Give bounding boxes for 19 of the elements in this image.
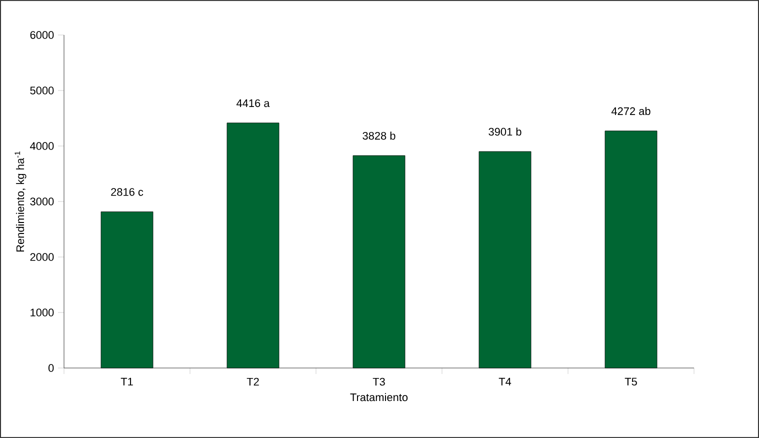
data-label: 4416 a xyxy=(236,99,270,108)
y-tick-label: 1000 xyxy=(30,308,54,316)
data-label: 3828 b xyxy=(362,132,396,140)
y-tick-label: 6000 xyxy=(30,31,54,39)
y-tick-label: 2000 xyxy=(30,253,54,261)
x-tick-label: T4 xyxy=(498,378,512,386)
x-axis-title: Tratamiento xyxy=(350,393,408,402)
data-label: 4272 ab xyxy=(611,107,650,116)
data-label: 2816 c xyxy=(111,188,144,196)
x-tick-label: T3 xyxy=(372,378,385,386)
y-tick-label: 5000 xyxy=(30,86,54,94)
x-tick-label: T1 xyxy=(120,378,133,386)
y-tick-label: 0 xyxy=(48,364,54,372)
y-tick-label: 4000 xyxy=(30,142,54,150)
x-tick-label: T5 xyxy=(624,378,637,386)
x-tick-label: T2 xyxy=(246,378,259,386)
y-axis-title: Rendimiento, kg ha$^{-1}$ xyxy=(14,152,26,252)
data-label: 3901 b xyxy=(488,128,522,136)
y-tick-label: 3000 xyxy=(30,198,54,206)
